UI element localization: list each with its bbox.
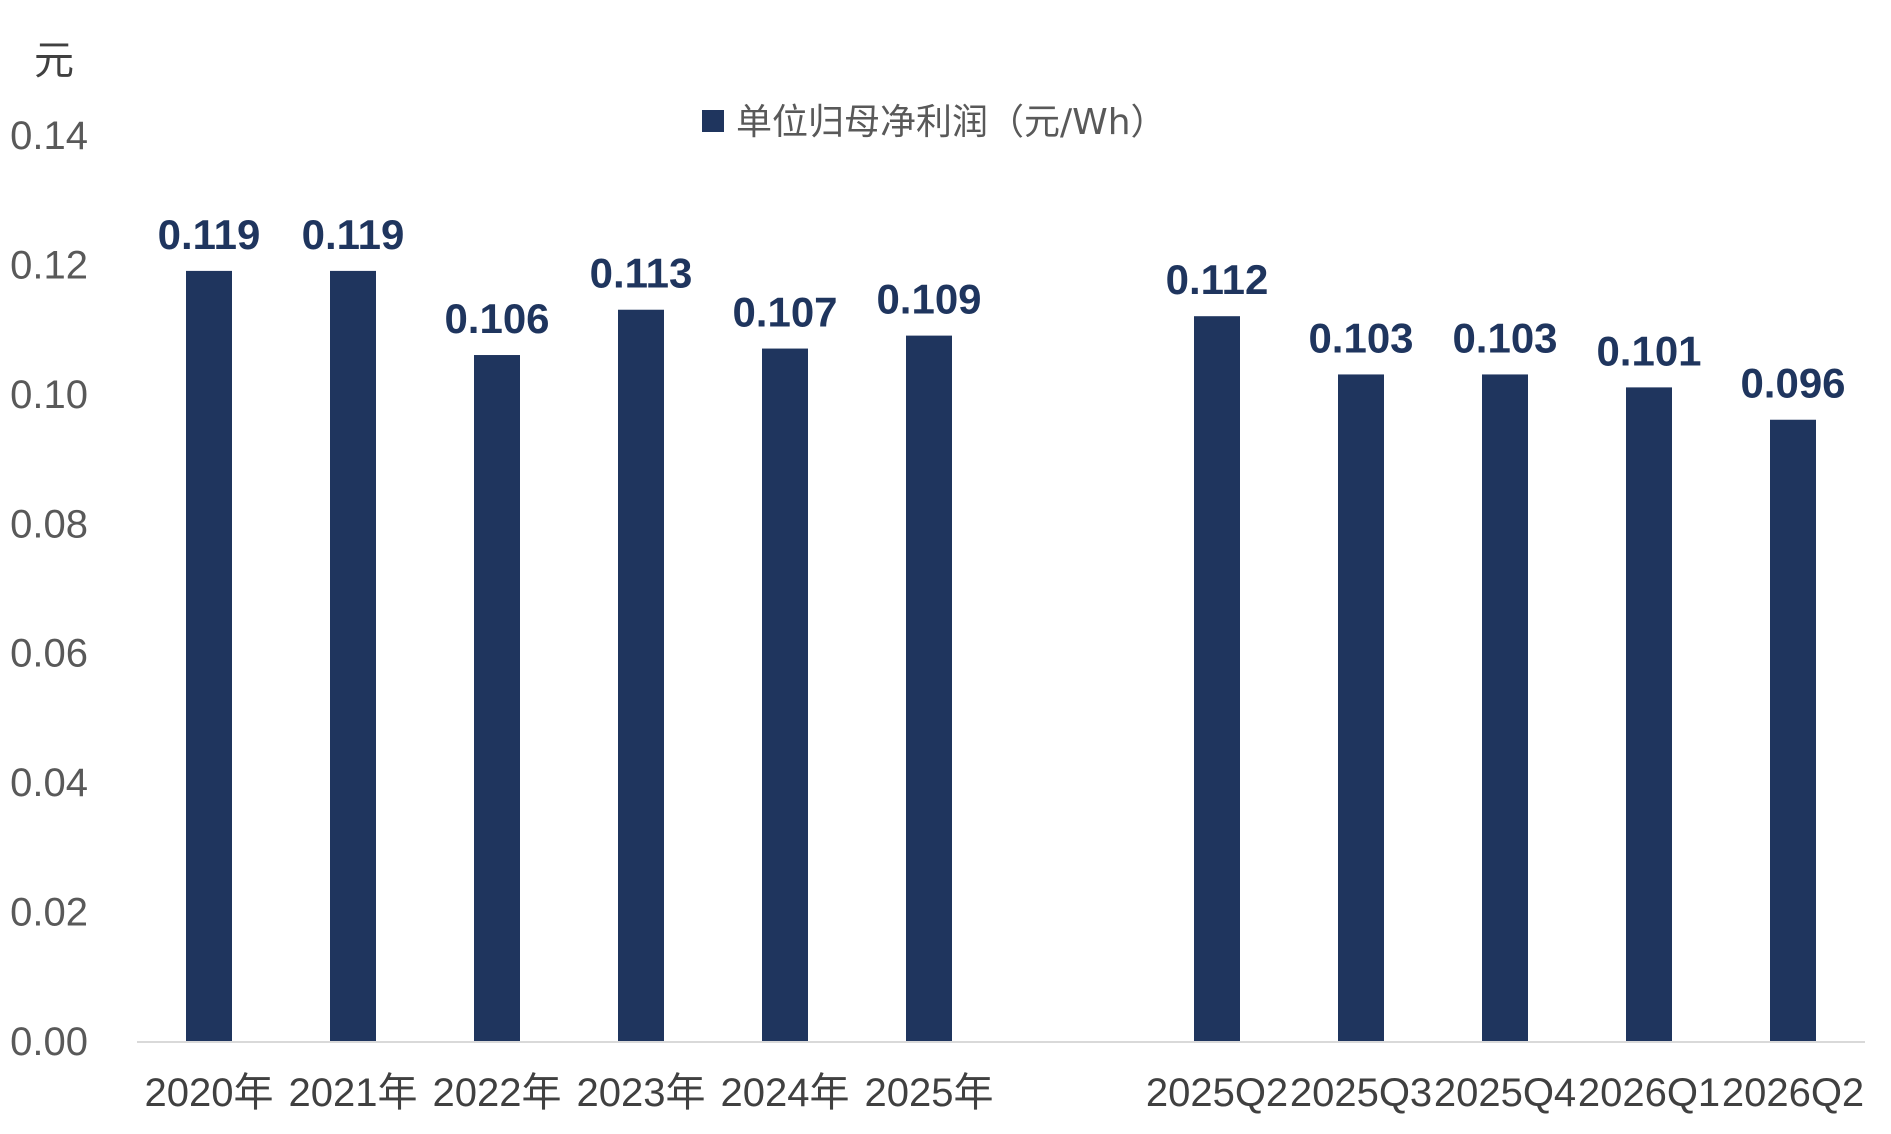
data-label: 0.119 <box>158 211 261 258</box>
y-tick-label: 0.00 <box>10 1020 88 1064</box>
x-tick-label: 2020年 <box>145 1071 274 1115</box>
data-label: 0.112 <box>1166 256 1269 303</box>
x-tick-label: 2025Q2 <box>1146 1071 1288 1115</box>
legend-swatch <box>702 110 724 132</box>
y-axis-unit-label: 元 <box>34 38 74 84</box>
bar <box>1338 374 1384 1041</box>
x-tick-label: 2025Q4 <box>1434 1071 1576 1115</box>
bar <box>1482 374 1528 1041</box>
data-label: 0.101 <box>1596 327 1701 374</box>
bar <box>474 355 520 1041</box>
y-tick-label: 0.14 <box>10 114 88 158</box>
bar <box>1626 387 1672 1041</box>
y-axis: 0.00 0.02 0.04 0.06 0.08 0.10 0.12 0.14 <box>10 114 88 1064</box>
x-tick-label: 2023年 <box>577 1071 706 1115</box>
y-tick-label: 0.04 <box>10 761 88 805</box>
bars <box>186 270 1816 1042</box>
y-tick-label: 0.12 <box>10 243 88 287</box>
bar <box>906 335 952 1042</box>
legend: 单位归母净利润（元/Wh） <box>702 102 1167 143</box>
data-label: 0.103 <box>1308 314 1413 361</box>
data-labels: 0.119 0.119 0.106 0.113 0.107 0.109 0.112 0.103… <box>158 211 1846 407</box>
x-tick-label: 2024年 <box>721 1071 850 1115</box>
bar <box>618 309 664 1041</box>
y-tick-label: 0.06 <box>10 632 88 676</box>
x-tick-label: 2022年 <box>433 1071 562 1115</box>
y-tick-label: 0.02 <box>10 891 88 935</box>
bar <box>1770 419 1816 1041</box>
data-label: 0.109 <box>876 276 981 323</box>
bar <box>762 348 808 1041</box>
data-label: 0.119 <box>302 211 405 258</box>
bar <box>1194 316 1240 1041</box>
x-tick-label: 2025Q3 <box>1290 1071 1432 1115</box>
x-tick-label: 2026Q2 <box>1722 1071 1864 1115</box>
data-label: 0.103 <box>1452 314 1557 361</box>
x-tick-label: 2025年 <box>865 1071 994 1115</box>
y-tick-label: 0.08 <box>10 502 88 546</box>
x-tick-label: 2026Q1 <box>1578 1071 1720 1115</box>
data-label: 0.096 <box>1740 360 1845 407</box>
data-label: 0.107 <box>732 289 837 336</box>
x-axis: 2020年 2021年 2022年 2023年 2024年 2025年 2025Q2 2025… <box>145 1071 1865 1115</box>
bar <box>186 270 232 1041</box>
data-label: 0.113 <box>590 250 693 297</box>
legend-label: 单位归母净利润（元/Wh） <box>736 102 1167 143</box>
y-tick-label: 0.10 <box>10 373 88 417</box>
x-tick-label: 2021年 <box>289 1071 418 1115</box>
data-label: 0.106 <box>444 295 549 342</box>
bar <box>330 270 376 1041</box>
